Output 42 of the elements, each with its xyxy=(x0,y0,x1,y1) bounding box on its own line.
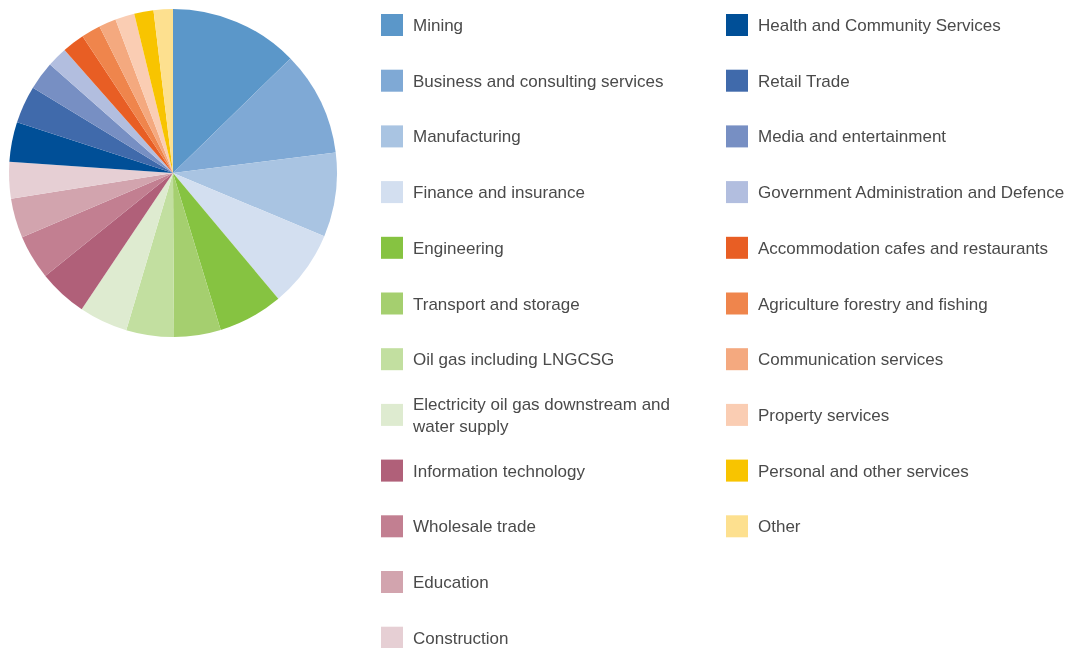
legend-label: Finance and insurance xyxy=(413,183,586,203)
pie-slice xyxy=(17,87,173,173)
pie-slice xyxy=(115,13,173,173)
legend-label: Media and entertainment xyxy=(758,127,947,147)
pie-slice xyxy=(82,26,173,173)
pie-slice xyxy=(173,152,337,237)
pie-slice xyxy=(81,173,173,331)
legend-label: Communication services xyxy=(758,350,944,370)
pie-slice xyxy=(22,173,173,276)
pie-slice xyxy=(126,173,175,337)
legend-label: Agriculture forestry and fishing xyxy=(758,294,988,314)
legend-label: Mining xyxy=(413,16,464,35)
legend-label: Health and Community Services xyxy=(758,16,1001,35)
legend-label: Electricity oil gas downstream and water supply xyxy=(412,394,671,436)
legend-label: Transport and storage xyxy=(413,294,580,314)
pie-slice xyxy=(45,173,173,310)
pie-slice xyxy=(173,9,291,173)
pie-slice xyxy=(9,122,173,173)
pie-slice xyxy=(99,19,173,173)
legend-label: Personal and other services xyxy=(758,461,969,481)
legend-label: Manufacturing xyxy=(413,127,521,147)
pie-slice xyxy=(64,36,173,173)
legend-label: Business and consulting services xyxy=(413,71,664,91)
legend-label: Retail Trade xyxy=(758,71,850,91)
legend-label: Education xyxy=(413,573,489,592)
legend-label: Construction xyxy=(413,628,509,648)
legend-label: Wholesale trade xyxy=(413,517,536,537)
legend-label: Government Administration and Defence xyxy=(758,183,1065,203)
legend-label: Accommodation cafes and restaurants xyxy=(758,238,1049,258)
pie-slice xyxy=(49,49,173,173)
pie-slice xyxy=(11,173,173,238)
pie-slice xyxy=(173,173,221,337)
legend-label: Information technology xyxy=(413,461,586,481)
pie-slice xyxy=(173,173,279,330)
pie-slice xyxy=(134,10,173,173)
pie-slice xyxy=(173,173,325,299)
pie-slice xyxy=(173,58,336,173)
legend-label: Engineering xyxy=(413,238,504,258)
legend-label: Oil gas including LNGCSG xyxy=(413,350,615,370)
legend-label: Other xyxy=(758,517,801,537)
legend-label: Property services xyxy=(758,405,890,425)
pie-slice xyxy=(32,64,173,173)
